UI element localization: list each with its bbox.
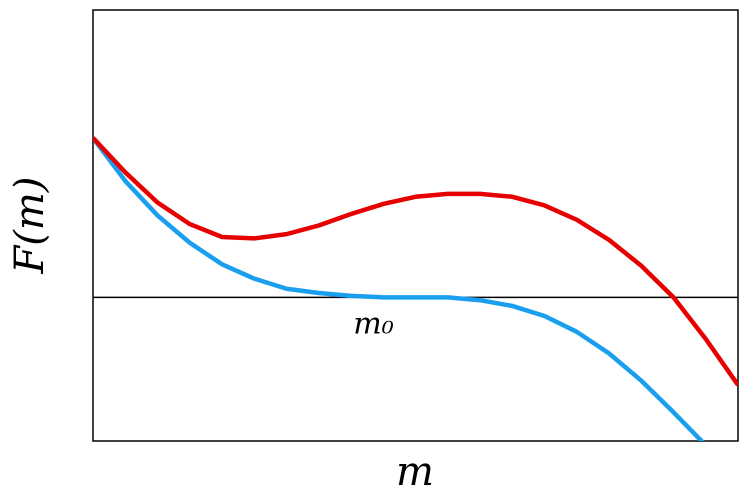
x-axis-label: m [396, 449, 434, 495]
annotation: m₀ [353, 306, 393, 341]
plot-frame [92, 9, 739, 442]
series-line [93, 136, 738, 387]
series-line [93, 136, 705, 441]
y-axis-label: F(m) [7, 177, 53, 275]
